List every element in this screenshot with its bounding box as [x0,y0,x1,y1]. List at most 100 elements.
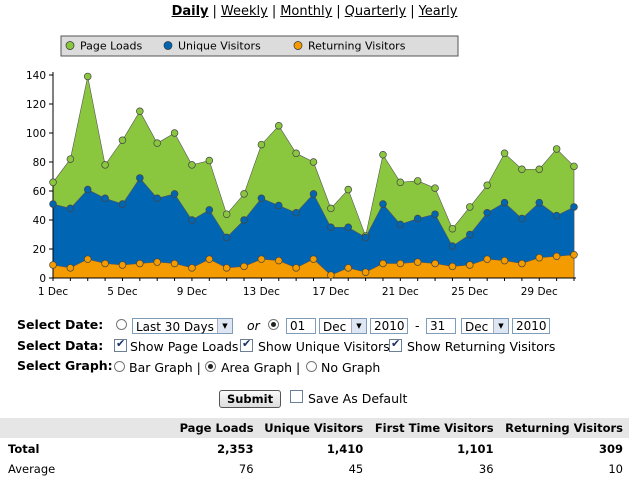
bar-graph-radio[interactable] [114,361,125,372]
legend-label: Unique Visitors [178,40,261,53]
show-unique-label: Show Unique Visitors [258,339,390,354]
data-point [205,206,214,214]
data-point [379,259,387,268]
data-point [361,233,370,242]
to-year-input[interactable]: 2010 [512,318,550,334]
from-month-select[interactable]: Dec ▼ [319,318,367,334]
no-graph-radio[interactable] [306,361,317,372]
date-range-radio[interactable] [116,319,127,330]
data-point [83,255,92,263]
data-point [535,253,544,262]
series-area [52,177,575,279]
data-point [222,210,231,218]
data-point [309,158,318,166]
stats-header-row: Page Loads Unique Visitors First Time Vi… [0,418,629,438]
stats-header-first-time: First Time Visitors [369,418,500,438]
table-row: Total 2,353 1,410 1,101 309 [0,438,629,458]
cell-returning: 10 [608,462,623,476]
stats-header-page-loads: Page Loads [176,418,260,438]
data-point [83,185,92,194]
cell-first-time: 1,101 [457,442,494,456]
legend-marker [65,41,75,50]
from-day-input[interactable]: 01 [286,318,316,334]
data-point [275,121,283,130]
data-point [483,255,491,263]
legend-box [60,35,459,57]
data-point [240,262,248,271]
data-point [518,165,526,174]
data-point [327,204,335,213]
legend-label: Page Loads [80,40,143,53]
x-tick-label: 1 Dec [38,286,69,298]
date-range-value: Last 30 Days [136,320,214,334]
data-point [379,200,387,208]
data-point [49,261,57,269]
show-unique-checkbox[interactable] [240,337,253,352]
period-separator: | [410,4,415,19]
data-point [552,145,561,153]
x-tick-label: 5 Dec [107,286,138,298]
legend-label: Returning Visitors [308,40,406,53]
data-point [344,264,352,272]
cell-page-loads: 76 [238,462,254,476]
data-point [309,255,318,263]
area-graph-radio[interactable] [205,361,216,372]
data-point [240,190,248,198]
data-point [118,136,127,144]
period-separator: | [271,4,277,19]
data-point [396,220,405,229]
cell-unique: 45 [348,462,364,476]
from-year-input[interactable]: 2010 [370,318,408,334]
date-dash: - [415,318,420,333]
period-quarterly-link[interactable]: Quarterly [344,4,407,19]
data-point [170,190,179,198]
data-point [136,107,144,115]
stats-header-unique: Unique Visitors [259,418,370,438]
chevron-down-icon: ▼ [351,319,366,333]
data-point [309,190,318,198]
cell-first-time: 36 [478,462,494,476]
period-weekly-link[interactable]: Weekly [220,4,268,19]
data-point [535,198,544,207]
data-point [379,150,387,159]
period-daily-link[interactable]: Daily [171,4,209,19]
data-point [101,259,109,268]
x-tick-label: 29 Dec [521,286,558,298]
data-point [66,155,75,163]
data-point [101,194,109,203]
data-point [49,200,57,208]
data-point [570,162,578,171]
stats-header-returning: Returning Visitors [499,418,629,438]
date-range-select[interactable]: Last 30 Days ▼ [132,318,233,334]
to-day-input[interactable]: 31 [426,318,456,334]
period-nav: Daily | Weekly | Monthly | Quarterly | Yearly [0,4,629,19]
period-yearly-link[interactable]: Yearly [418,4,458,19]
data-point [292,264,300,272]
data-point [66,204,75,213]
y-tick-label: 140 [26,70,46,82]
data-point [344,185,352,194]
cell-unique: 1,410 [326,442,364,456]
data-point [188,216,196,224]
series-area [52,254,575,279]
submit-button[interactable]: Submit [219,390,281,408]
save-default-checkbox[interactable] [290,390,303,403]
data-point [170,129,179,137]
x-tick-label: 13 Dec [243,286,280,298]
data-point [205,255,214,263]
data-point [275,256,283,265]
show-returning-checkbox[interactable] [389,337,402,352]
data-point [413,258,422,266]
period-monthly-link[interactable]: Monthly [280,4,333,19]
data-point [170,259,179,268]
data-point [413,214,422,223]
data-point [275,201,283,210]
custom-date-radio[interactable] [268,319,279,330]
cell-page-loads: 2,353 [217,442,254,456]
data-point [448,224,457,233]
data-point [292,149,300,158]
to-month-select[interactable]: Dec ▼ [461,318,509,334]
data-point [466,261,474,269]
show-page-loads-checkbox[interactable] [114,337,127,352]
data-point [431,184,439,192]
